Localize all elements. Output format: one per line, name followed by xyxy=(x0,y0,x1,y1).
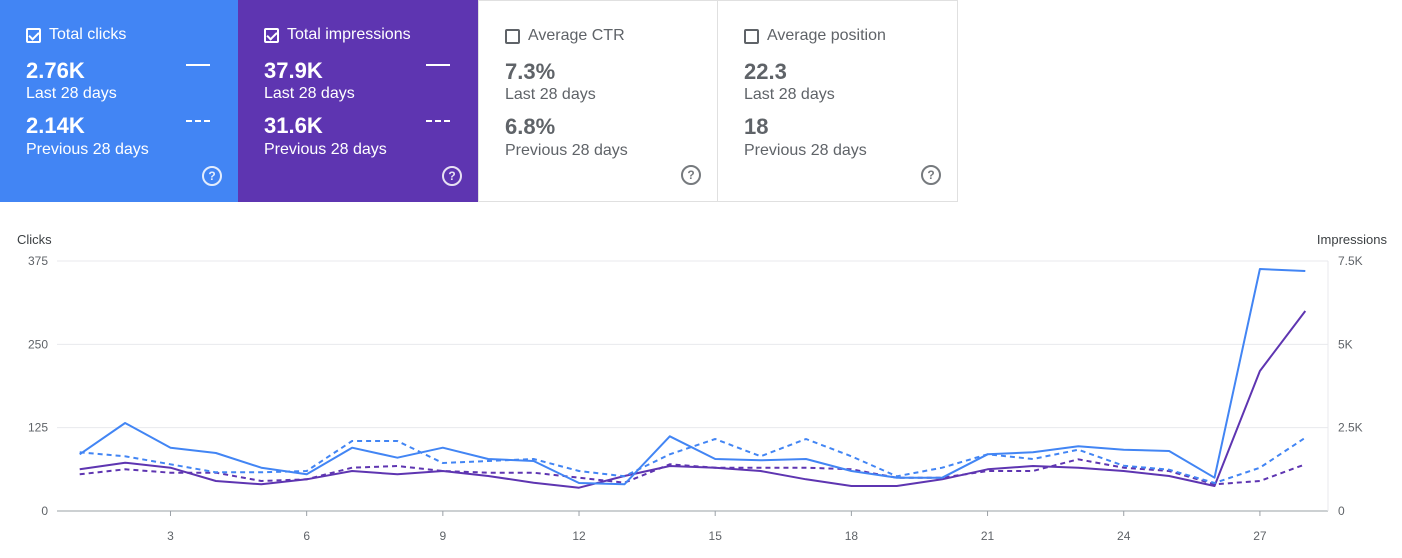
current-label: Last 28 days xyxy=(744,86,835,103)
x-tick-label: 6 xyxy=(303,529,310,543)
help-icon[interactable]: ? xyxy=(442,166,462,186)
right-axis-title: Impressions xyxy=(1317,232,1388,247)
x-tick-label: 27 xyxy=(1253,529,1267,543)
series-line-right-solid xyxy=(79,310,1307,489)
checkbox-unchecked-icon[interactable] xyxy=(744,28,759,44)
current-label: Last 28 days xyxy=(264,85,355,102)
card-average-ctr[interactable]: Average CTR 7.3% Last 28 days 6.8% Previ… xyxy=(478,0,718,202)
checkbox-checked-icon[interactable] xyxy=(26,27,41,43)
previous-value: 31.6K xyxy=(264,113,323,138)
metric-cards: Total clicks 2.76K Last 28 days 2.14K Pr… xyxy=(0,0,958,202)
right-tick-label: 5K xyxy=(1338,337,1353,351)
left-tick-label: 125 xyxy=(28,421,48,435)
checkbox-checked-icon[interactable] xyxy=(264,27,279,43)
card-title: Average CTR xyxy=(528,27,625,44)
left-tick-label: 0 xyxy=(41,504,48,518)
x-tick-label: 18 xyxy=(845,529,859,543)
dashed-line-legend-icon xyxy=(186,120,210,122)
card-header: Average position xyxy=(744,27,886,45)
help-icon[interactable]: ? xyxy=(921,165,941,185)
current-label: Last 28 days xyxy=(26,85,117,102)
help-icon[interactable]: ? xyxy=(681,165,701,185)
performance-chart: 0 0 125 2.5K 250 5K 375 7.5K Clicks Impressions 3 6… xyxy=(17,232,1388,543)
card-title: Total impressions xyxy=(287,26,411,43)
x-tick-label: 9 xyxy=(439,529,446,543)
series-line-left-dashed xyxy=(79,436,1306,484)
right-tick-label: 2.5K xyxy=(1338,421,1363,435)
card-header: Average CTR xyxy=(505,27,625,45)
card-header: Total clicks xyxy=(26,26,126,44)
checkbox-unchecked-icon[interactable] xyxy=(505,28,520,44)
previous-label: Previous 28 days xyxy=(744,142,867,159)
x-tick-label: 21 xyxy=(981,529,995,543)
left-axis-title: Clicks xyxy=(17,232,52,247)
help-icon[interactable]: ? xyxy=(202,166,222,186)
dashed-line-legend-icon xyxy=(426,120,450,122)
card-total-clicks[interactable]: Total clicks 2.76K Last 28 days 2.14K Pr… xyxy=(0,0,238,202)
solid-line-legend-icon xyxy=(186,64,210,66)
left-tick-label: 250 xyxy=(28,337,48,351)
previous-label: Previous 28 days xyxy=(505,142,628,159)
card-header: Total impressions xyxy=(264,26,411,44)
solid-line-legend-icon xyxy=(426,64,450,66)
series-line-left-solid xyxy=(79,268,1306,486)
previous-label: Previous 28 days xyxy=(264,141,387,158)
card-average-position[interactable]: Average position 22.3 Last 28 days 18 Pr… xyxy=(718,0,958,202)
x-tick-label: 15 xyxy=(709,529,723,543)
previous-label: Previous 28 days xyxy=(26,141,149,158)
previous-value: 6.8% xyxy=(505,114,556,139)
current-value: 2.76K xyxy=(26,58,85,83)
current-label: Last 28 days xyxy=(505,86,596,103)
right-tick-label: 0 xyxy=(1338,504,1345,518)
previous-value: 2.14K xyxy=(26,113,85,138)
left-tick-label: 375 xyxy=(28,254,48,268)
previous-value: 18 xyxy=(744,114,769,139)
current-value: 37.9K xyxy=(264,58,323,83)
card-title: Average position xyxy=(767,27,886,44)
x-tick-label: 3 xyxy=(167,529,174,543)
card-total-impressions[interactable]: Total impressions 37.9K Last 28 days 31.… xyxy=(238,0,478,202)
right-tick-label: 7.5K xyxy=(1338,254,1363,268)
card-title: Total clicks xyxy=(49,26,127,43)
current-value: 7.3% xyxy=(505,59,556,84)
current-value: 22.3 xyxy=(744,59,787,84)
x-tick-label: 24 xyxy=(1117,529,1131,543)
x-tick-label: 12 xyxy=(572,529,586,543)
